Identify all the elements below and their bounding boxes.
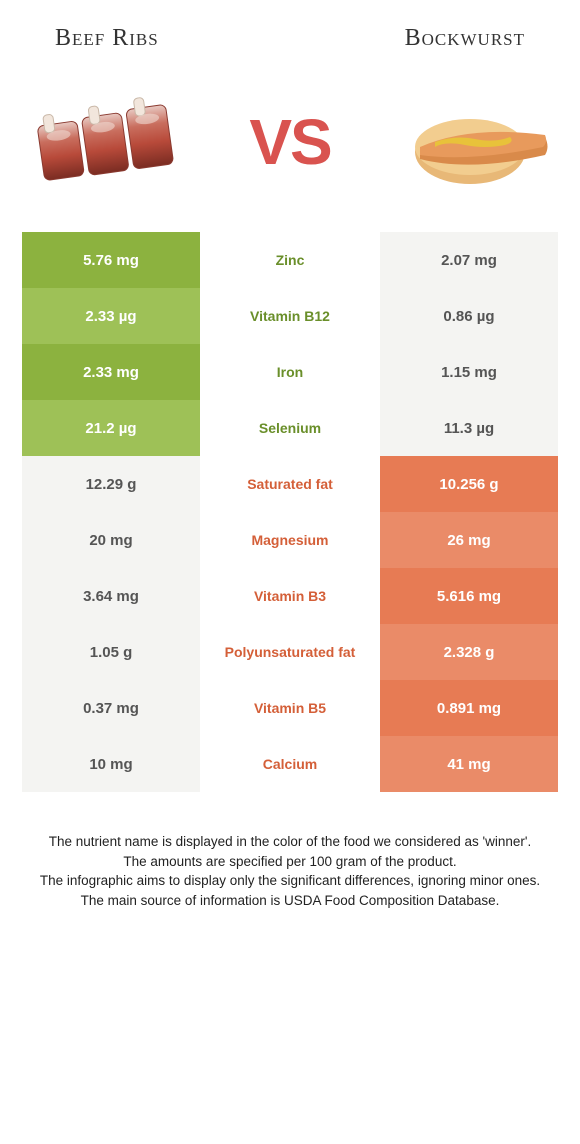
left-value-cell: 2.33 mg [22,344,200,400]
table-row: 2.33 mgIron1.15 mg [22,344,558,400]
nutrient-label: Vitamin B12 [200,288,380,344]
footer-line: The main source of information is USDA F… [30,891,550,911]
right-value-cell: 2.07 mg [380,232,558,288]
table-row: 0.37 mgVitamin B50.891 mg [22,680,558,736]
nutrient-label: Iron [200,344,380,400]
table-row: 10 mgCalcium41 mg [22,736,558,792]
left-food-title: Beef Ribs [55,25,159,52]
table-row: 2.33 µgVitamin B120.86 µg [22,288,558,344]
footer-notes: The nutrient name is displayed in the co… [0,792,580,910]
left-value-cell: 0.37 mg [22,680,200,736]
table-row: 5.76 mgZinc2.07 mg [22,232,558,288]
beef-ribs-image [25,82,185,202]
left-value-cell: 3.64 mg [22,568,200,624]
table-row: 1.05 gPolyunsaturated fat2.328 g [22,624,558,680]
right-food-title: Bockwurst [405,25,525,52]
nutrient-label: Polyunsaturated fat [200,624,380,680]
nutrient-label: Calcium [200,736,380,792]
right-value-cell: 26 mg [380,512,558,568]
right-value-cell: 1.15 mg [380,344,558,400]
vs-label: VS [249,105,330,179]
bockwurst-image [395,82,555,202]
left-value-cell: 21.2 µg [22,400,200,456]
footer-line: The amounts are specified per 100 gram o… [30,852,550,872]
right-value-cell: 10.256 g [380,456,558,512]
table-row: 20 mgMagnesium26 mg [22,512,558,568]
table-row: 3.64 mgVitamin B35.616 mg [22,568,558,624]
images-row: VS [0,72,580,232]
left-value-cell: 5.76 mg [22,232,200,288]
left-value-cell: 20 mg [22,512,200,568]
right-value-cell: 5.616 mg [380,568,558,624]
right-value-cell: 2.328 g [380,624,558,680]
right-value-cell: 11.3 µg [380,400,558,456]
right-value-cell: 0.891 mg [380,680,558,736]
nutrient-label: Vitamin B5 [200,680,380,736]
left-value-cell: 12.29 g [22,456,200,512]
header: Beef Ribs Bockwurst [0,0,580,72]
nutrient-label: Saturated fat [200,456,380,512]
left-value-cell: 1.05 g [22,624,200,680]
footer-line: The nutrient name is displayed in the co… [30,832,550,852]
footer-line: The infographic aims to display only the… [30,871,550,891]
table-row: 21.2 µgSelenium11.3 µg [22,400,558,456]
table-row: 12.29 gSaturated fat10.256 g [22,456,558,512]
left-value-cell: 10 mg [22,736,200,792]
nutrient-label: Selenium [200,400,380,456]
left-value-cell: 2.33 µg [22,288,200,344]
right-value-cell: 0.86 µg [380,288,558,344]
nutrient-label: Vitamin B3 [200,568,380,624]
comparison-table: 5.76 mgZinc2.07 mg2.33 µgVitamin B120.86… [0,232,580,792]
nutrient-label: Magnesium [200,512,380,568]
nutrient-label: Zinc [200,232,380,288]
right-value-cell: 41 mg [380,736,558,792]
